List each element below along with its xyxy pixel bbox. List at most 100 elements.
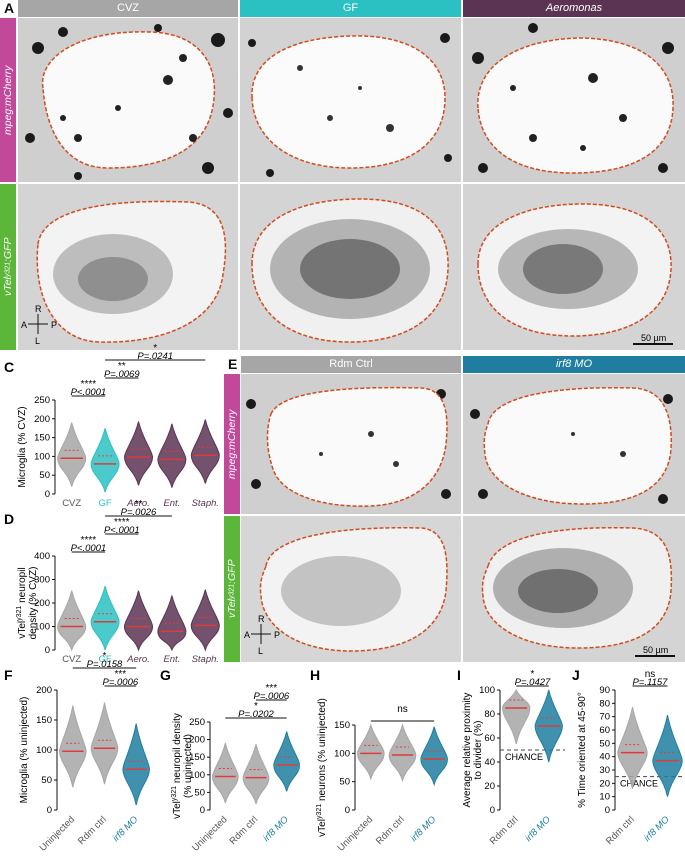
y-tick-label: 100 (479, 685, 495, 696)
y-tick-label: 80 (599, 698, 610, 709)
category-label-2: Aero. (126, 498, 150, 509)
y-tick-label: 40 (599, 752, 610, 763)
category-label-1: GF (98, 498, 111, 509)
y-tick-label: 0 (45, 489, 50, 500)
y-tick-label: 0 (345, 805, 350, 816)
micrograph-a-cvz (18, 18, 238, 182)
stat-stars-0: **** (81, 379, 97, 390)
y-axis-label: Microglia (% CVZ) (17, 406, 28, 487)
violin-2 (123, 421, 154, 486)
stat-p-0: P<.0001 (71, 543, 107, 554)
stat-p-0: P=.0427 (515, 677, 551, 688)
y-axis-label: vTely321 neuropil (16, 567, 28, 638)
category-label-1: irf8 MO (642, 814, 672, 844)
scale-bar-label-b: 50 µm (641, 333, 666, 343)
y-tick-label: 300 (34, 575, 50, 586)
chart-g: 0 50 100 150 200 250 vTely321 neuropil density… (171, 683, 301, 854)
stat-stars-0: ns (645, 669, 656, 680)
y-tick-label: 10 (599, 792, 610, 803)
panel-letter-g: G (160, 667, 171, 683)
stat-stars-0: * (254, 701, 258, 712)
chart-i: 0 20 40 60 80 100 Average relative proximity to… (462, 669, 565, 847)
violin-1 (652, 714, 683, 797)
category-label-2: irf8 MO (409, 814, 439, 844)
chart-d: 0 100 200 300 400 vTely321 neuropil density (%… (16, 499, 220, 665)
stat-stars-1: ** (118, 361, 126, 372)
chance-label: CHANCE (620, 779, 658, 789)
y-tick-label: 100 (334, 748, 350, 759)
header-gf: GF (240, 0, 461, 17)
micrograph-e-rdm-vtel: R A P L (241, 516, 461, 662)
y-tick-label: 50 (339, 777, 350, 788)
category-label-0: Uninjected (190, 814, 230, 854)
y-axis-label: vTely321 neurons (% uninjected) (316, 698, 328, 837)
y-axis-label-2: to divider (%) (473, 721, 484, 780)
stat-p-0: P=.0006 (102, 677, 138, 688)
header-aeromonas: Aeromonas (463, 0, 685, 17)
y-tick-label: 0 (47, 805, 52, 816)
micrograph-a-aeromonas (463, 18, 685, 182)
category-label-1: irf8 MO (523, 814, 553, 844)
panel-letter-c: C (4, 359, 14, 375)
stat-stars-2: ** (135, 499, 143, 510)
violin-3 (157, 595, 187, 652)
y-axis-label: Microglia (% uninjected) (19, 697, 30, 804)
category-label-4: Staph. (192, 498, 219, 509)
stat-stars-2: * (153, 343, 157, 354)
category-label-3: Ent. (163, 654, 180, 665)
category-label-1: Rdm ctrl (227, 814, 260, 847)
violin-1 (388, 723, 417, 783)
micrograph-e-irf8-mpeg (463, 374, 685, 514)
micrograph-e-irf8-vtel: 50 µm (463, 516, 685, 662)
y-tick-label: 100 (34, 451, 50, 462)
violin-2 (420, 726, 448, 787)
category-label-0: Rdm ctrl (604, 814, 637, 847)
stat-p-0: P<.0001 (71, 387, 107, 398)
y-tick-label: 100 (34, 622, 50, 633)
y-axis-label: Average relative proximity (462, 693, 473, 808)
stat-p-1: P<.0001 (104, 525, 140, 536)
y-tick-label: 250 (189, 717, 205, 728)
micrograph-b-aeromonas: 50 µm (463, 184, 685, 350)
y-tick-label: 200 (36, 685, 52, 696)
stat-stars-0: ns (397, 704, 408, 715)
violin-0 (617, 706, 648, 789)
axis-p-label: P (51, 320, 57, 330)
category-label-3: Ent. (163, 498, 180, 509)
header-irf8-text: irf8 MO (555, 358, 593, 370)
panel-letter-i: I (457, 667, 461, 683)
header-rdm-ctrl: Rdm Ctrl (241, 356, 461, 373)
panel-letter-h: H (310, 667, 320, 683)
axis-p-label-e: P (274, 630, 280, 640)
y-tick-label: 250 (34, 395, 50, 406)
y-tick-label: 80 (484, 709, 495, 720)
y-tick-label: 0 (490, 805, 495, 816)
y-tick-label: 150 (334, 720, 350, 731)
y-tick-label: 0 (45, 645, 50, 656)
axis-l-label: L (35, 336, 40, 346)
violin-4 (190, 589, 220, 652)
stat-p-1: P=.0006 (253, 691, 289, 702)
violin-3 (157, 423, 187, 488)
violin-1 (90, 702, 119, 785)
category-label-1: GF (98, 654, 111, 665)
stat-p-1: P=.0158 (87, 659, 123, 670)
y-tick-label: 60 (599, 725, 610, 736)
y-axis-label-2: (% uninjected) (183, 734, 194, 798)
category-label-4: Staph. (192, 654, 219, 665)
category-label-0: Rdm ctrl (488, 814, 521, 847)
micrograph-a-gf (240, 18, 461, 182)
y-tick-label: 70 (599, 712, 610, 723)
violin-2 (273, 731, 301, 792)
stat-p-2: P=.0026 (121, 507, 157, 518)
stat-p-1: P=.0069 (104, 369, 140, 380)
y-tick-label: 100 (189, 770, 205, 781)
chart-h: 0 50 100 150 vTely321 neurons (% uninjected)… (316, 698, 448, 854)
violin-2 (122, 723, 150, 806)
y-tick-label: 50 (41, 775, 52, 786)
axis-a-label-e: A (244, 630, 250, 640)
violin-1 (90, 428, 120, 493)
stat-stars-0: *** (114, 669, 126, 680)
micrograph-b-cvz: R A P L (18, 184, 238, 350)
